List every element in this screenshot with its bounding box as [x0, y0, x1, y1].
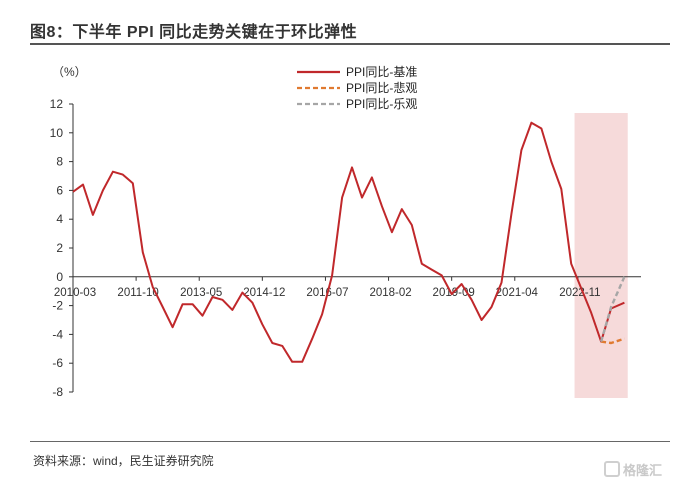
y-tick-label: 8	[56, 155, 63, 169]
y-tick-label: 12	[50, 97, 64, 111]
chart-title: 图8：下半年 PPI 同比走势关键在于环比弹性	[30, 24, 358, 41]
source-note: 资料来源：wind，民生证券研究院	[33, 454, 214, 468]
watermark-logo-icon	[604, 461, 620, 477]
x-tick-label: 2022-11	[559, 287, 600, 299]
series-line-1	[72, 121, 625, 363]
y-tick-label: 0	[56, 270, 63, 284]
chart-title-row: 图8：下半年 PPI 同比走势关键在于环比弹性	[30, 18, 670, 44]
y-tick-label: 10	[50, 126, 64, 140]
source-divider	[30, 441, 670, 442]
axis-layer: 12 10 8 6 4 2 0 -2 -4 -6 -8 2010-03 2011-10 2013-05 20…	[50, 97, 641, 399]
x-tick-label: 2013-05	[180, 287, 222, 299]
title-divider	[30, 43, 670, 45]
legend-label-1: PPI同比-基准	[346, 65, 417, 79]
y-tick-label: -4	[52, 327, 63, 341]
x-tick-label: 2014-12	[243, 287, 285, 299]
x-tick-label: 2021-04	[496, 287, 539, 299]
y-tick-label: -6	[52, 356, 63, 370]
x-tick-label: 2018-02	[369, 287, 411, 299]
watermark: 格隆汇	[604, 460, 662, 479]
x-tick-label: 2011-10	[117, 287, 158, 299]
watermark-text: 格隆汇	[623, 463, 663, 478]
y-tick-label: -8	[52, 385, 63, 399]
x-tick-label: 2010-03	[54, 287, 96, 299]
y-tick-label: 6	[56, 183, 63, 197]
y-tick-label: 2	[56, 241, 63, 255]
y-tick-label: -2	[52, 299, 63, 313]
series-line-2	[600, 337, 625, 345]
legend-label-3: PPI同比-乐观	[346, 97, 417, 111]
highlight-layer	[574, 113, 628, 398]
legend-label-2: PPI同比-悲观	[346, 80, 417, 95]
y-tick-label: 4	[56, 212, 63, 226]
ppi-line-chart: 12 10 8 6 4 2 0 -2 -4 -6 -8 2010-03 2011-10 2013-05 20…	[50, 65, 641, 399]
series-layer	[72, 121, 626, 363]
series-line-3	[599, 276, 626, 342]
forecast-highlight-region	[574, 113, 628, 398]
y-unit-label: （%）	[52, 65, 87, 79]
